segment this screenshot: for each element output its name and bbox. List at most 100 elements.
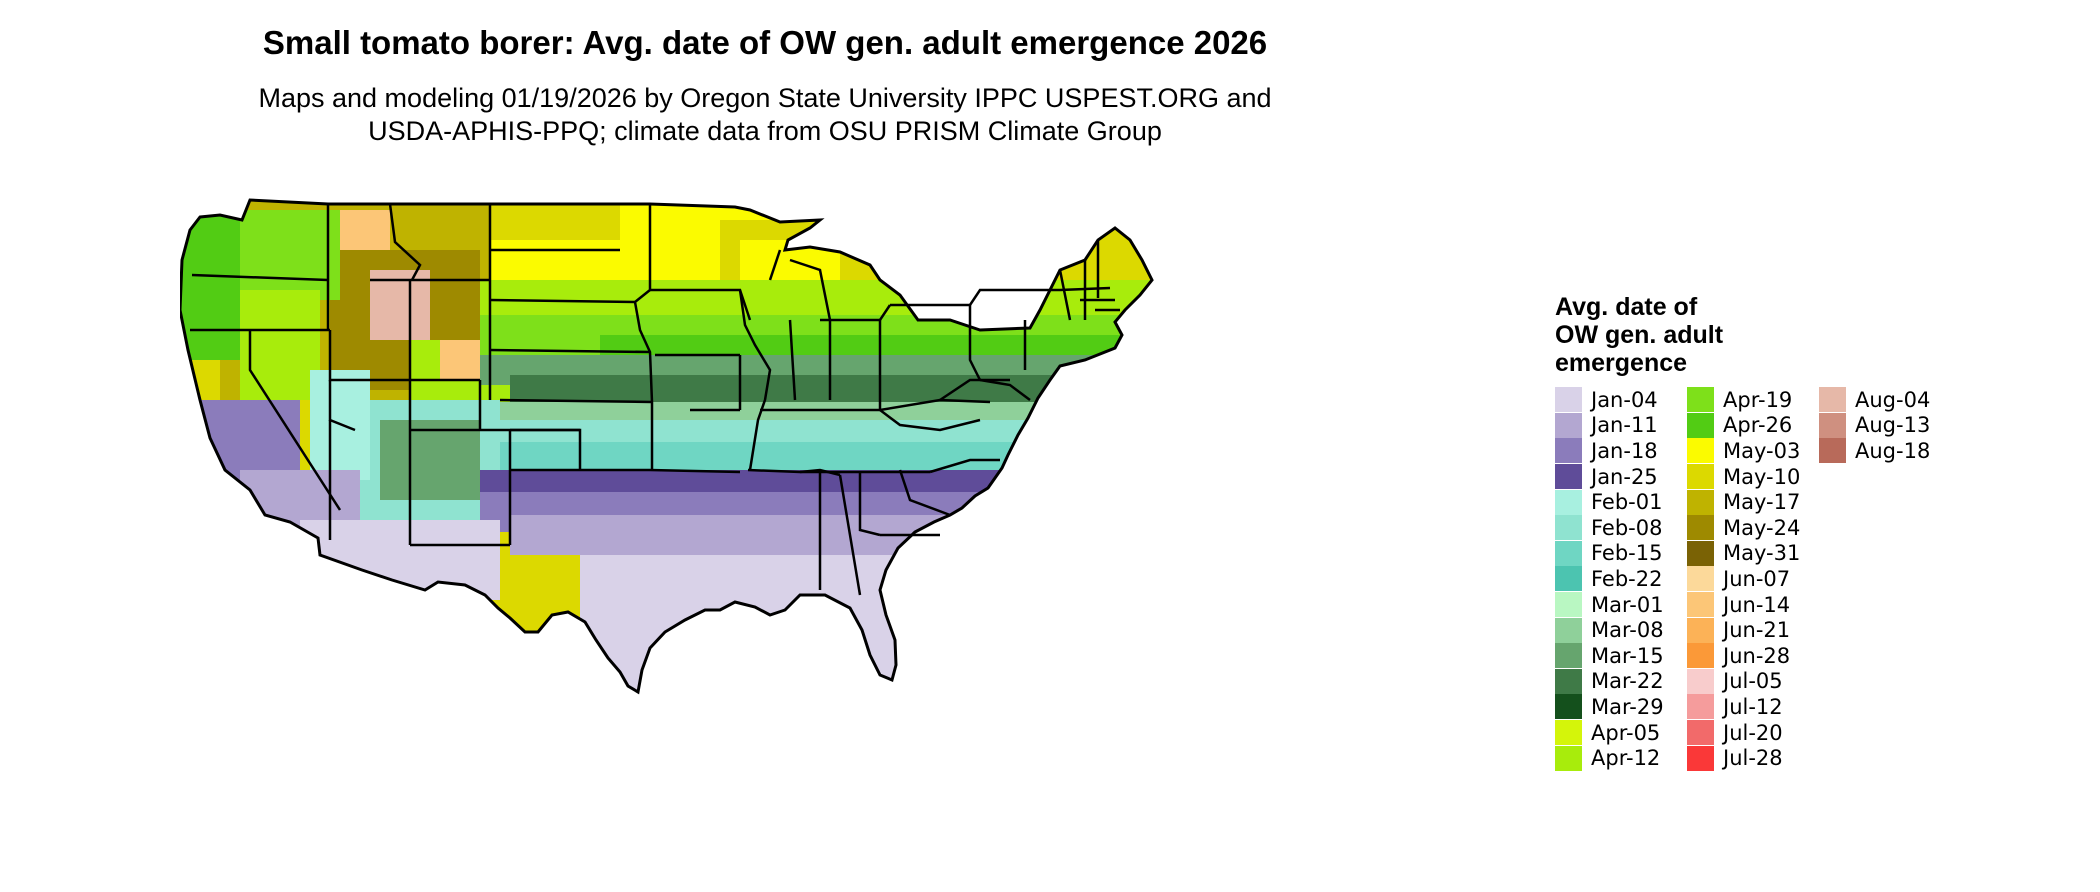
legend-swatch	[1555, 617, 1582, 643]
legend-swatch	[1555, 412, 1582, 438]
legend-swatch	[1687, 643, 1714, 669]
legend-swatch	[1687, 387, 1714, 413]
legend-label: Jun-14	[1723, 592, 1791, 617]
legend-swatch	[1555, 489, 1582, 515]
legend-item: Apr-26	[1687, 412, 1805, 439]
legend-swatch	[1555, 643, 1582, 669]
legend-label: May-24	[1723, 515, 1801, 540]
legend-item: Aug-04	[1819, 387, 1937, 413]
legend-label: Aug-13	[1855, 413, 1931, 438]
legend-swatch	[1555, 540, 1582, 566]
legend-item: Jan-04	[1555, 387, 1673, 413]
legend-item: Aug-18	[1819, 438, 1937, 464]
legend-item: May-17	[1687, 489, 1805, 515]
legend-label: Feb-15	[1591, 541, 1663, 566]
legend-label: Mar-15	[1591, 643, 1664, 668]
legend-swatch	[1555, 515, 1582, 541]
legend-item: Mar-15	[1555, 643, 1673, 669]
legend-swatch	[1555, 720, 1582, 746]
legend-item: May-24	[1687, 515, 1805, 541]
legend-label: Mar-01	[1591, 592, 1664, 617]
legend-swatch	[1555, 694, 1582, 720]
legend-item: Feb-08	[1555, 515, 1673, 541]
map-subtitle: Maps and modeling 01/19/2026 by Oregon S…	[0, 82, 1530, 148]
legend-label: Feb-22	[1591, 566, 1663, 591]
subtitle-line-1: Maps and modeling 01/19/2026 by Oregon S…	[258, 83, 1272, 113]
legend-label: May-17	[1723, 490, 1801, 515]
state-borders	[190, 203, 1120, 596]
legend-item: Apr-19	[1687, 387, 1805, 413]
legend-label: Feb-01	[1591, 490, 1663, 515]
legend-item: Jun-28	[1687, 643, 1805, 669]
legend-swatch	[1687, 592, 1714, 618]
legend-label: Apr-12	[1591, 746, 1661, 771]
legend-title-line-2: OW gen. adult	[1555, 321, 1724, 349]
legend-label: Apr-05	[1591, 720, 1661, 745]
legend-swatch	[1555, 668, 1582, 694]
legend-swatch	[1555, 438, 1582, 464]
legend-label: Jan-18	[1591, 438, 1658, 463]
legend-swatch	[1819, 412, 1846, 438]
legend-item: Jan-11	[1555, 412, 1673, 439]
legend-columns: Jan-04 Jan-11 Jan-18 Jan-25 Feb-01 Feb-08 Feb-…	[1555, 387, 2095, 771]
legend-item: Feb-01	[1555, 489, 1673, 515]
legend-label: Jan-25	[1591, 464, 1658, 489]
legend-item: Feb-22	[1555, 566, 1673, 592]
legend-item: Apr-05	[1555, 720, 1673, 746]
legend-swatch	[1687, 464, 1714, 490]
legend-swatch	[1687, 515, 1714, 541]
legend-item: Apr-12	[1555, 745, 1673, 771]
legend-label: Mar-08	[1591, 618, 1664, 643]
legend-label: May-10	[1723, 464, 1801, 489]
legend-title-line-3: emergence	[1555, 349, 1688, 377]
legend-label: Aug-18	[1855, 438, 1931, 463]
legend-item: Jul-05	[1687, 668, 1805, 695]
legend-label: Jan-11	[1591, 413, 1658, 438]
legend-item: Mar-01	[1555, 592, 1673, 618]
legend-swatch	[1687, 438, 1714, 464]
legend-label: Mar-29	[1591, 694, 1664, 719]
legend-title-line-1: Avg. date of	[1555, 293, 1698, 321]
legend-item: Mar-22	[1555, 668, 1673, 695]
legend-label: Jul-12	[1723, 694, 1783, 719]
legend-swatch	[1687, 720, 1714, 746]
legend-label: May-03	[1723, 438, 1801, 463]
legend-item: Jun-07	[1687, 566, 1805, 592]
legend-swatch	[1555, 566, 1582, 592]
legend-label: Feb-08	[1591, 515, 1663, 540]
legend-swatch	[1687, 668, 1714, 694]
legend-item: May-10	[1687, 464, 1805, 490]
legend-label: Jun-21	[1723, 618, 1791, 643]
legend-swatch	[1819, 387, 1846, 413]
legend-swatch	[1687, 412, 1714, 438]
legend-title: Avg. date of OW gen. adult emergence	[1555, 293, 2095, 377]
legend-item: Jul-20	[1687, 720, 1805, 746]
legend-swatch	[1555, 745, 1582, 771]
legend-swatch	[1687, 617, 1714, 643]
legend-column: Jan-04 Jan-11 Jan-18 Jan-25 Feb-01 Feb-08 Feb-…	[1555, 387, 1673, 771]
us-map	[180, 198, 1154, 694]
legend-item: Jan-25	[1555, 464, 1673, 490]
legend-label: Jul-28	[1723, 746, 1783, 771]
legend-swatch	[1687, 540, 1714, 566]
legend-label: May-31	[1723, 541, 1801, 566]
legend-swatch	[1687, 694, 1714, 720]
map-title: Small tomato borer: Avg. date of OW gen.…	[262, 24, 1268, 61]
legend-label: Apr-26	[1723, 413, 1793, 438]
legend-item: May-03	[1687, 438, 1805, 464]
legend-swatch	[1687, 566, 1714, 592]
legend-label: Mar-22	[1591, 669, 1664, 694]
legend-label: Apr-19	[1723, 387, 1793, 412]
legend-label: Aug-04	[1855, 387, 1931, 412]
legend-swatch	[1555, 387, 1582, 413]
legend-item: Aug-13	[1819, 412, 1937, 439]
legend-label: Jul-20	[1723, 720, 1783, 745]
legend-swatch	[1819, 438, 1846, 464]
legend-label: Jan-04	[1591, 387, 1658, 412]
map-legend: Avg. date of OW gen. adult emergence Jan…	[1555, 293, 2095, 771]
legend-item: Jun-14	[1687, 592, 1805, 618]
legend-item: Jul-12	[1687, 694, 1805, 720]
legend-label: Jul-05	[1723, 669, 1783, 694]
legend-swatch	[1555, 592, 1582, 618]
legend-label: Jun-07	[1723, 566, 1791, 591]
